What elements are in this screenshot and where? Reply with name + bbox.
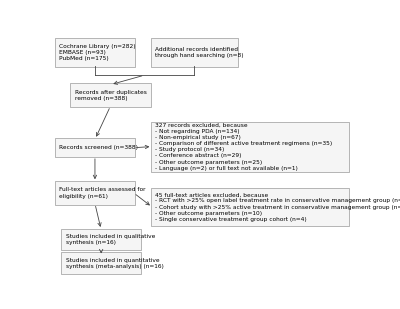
Text: 327 records excluded, because
- Not regarding PDA (n=134)
- Non-empirical study : 327 records excluded, because - Not rega… bbox=[155, 122, 333, 171]
FancyBboxPatch shape bbox=[70, 83, 151, 107]
FancyBboxPatch shape bbox=[151, 38, 238, 67]
FancyBboxPatch shape bbox=[151, 121, 349, 171]
Text: Additional records identified
through hand searching (n=8): Additional records identified through ha… bbox=[155, 47, 244, 58]
FancyBboxPatch shape bbox=[55, 181, 135, 205]
Text: Records screened (n=388): Records screened (n=388) bbox=[59, 145, 138, 150]
FancyBboxPatch shape bbox=[55, 38, 135, 67]
FancyBboxPatch shape bbox=[151, 188, 349, 226]
FancyBboxPatch shape bbox=[61, 229, 142, 250]
Text: Studies included in qualitative
synthesis (n=16): Studies included in qualitative synthesi… bbox=[66, 234, 155, 245]
Text: Studies included in quantitative
synthesis (meta-analysis) (n=16): Studies included in quantitative synthes… bbox=[66, 257, 163, 269]
Text: Full-text articles assessed for
eligibility (n=61): Full-text articles assessed for eligibil… bbox=[59, 187, 146, 198]
Text: Cochrane Library (n=282)
EMBASE (n=93)
PubMed (n=175): Cochrane Library (n=282) EMBASE (n=93) P… bbox=[59, 44, 136, 61]
FancyBboxPatch shape bbox=[61, 252, 142, 274]
Text: 45 full-text articles excluded, because
- RCT with >25% open label treatment rat: 45 full-text articles excluded, because … bbox=[155, 192, 400, 222]
Text: Records after duplicates
removed (n=388): Records after duplicates removed (n=388) bbox=[75, 90, 147, 101]
FancyBboxPatch shape bbox=[55, 138, 135, 157]
